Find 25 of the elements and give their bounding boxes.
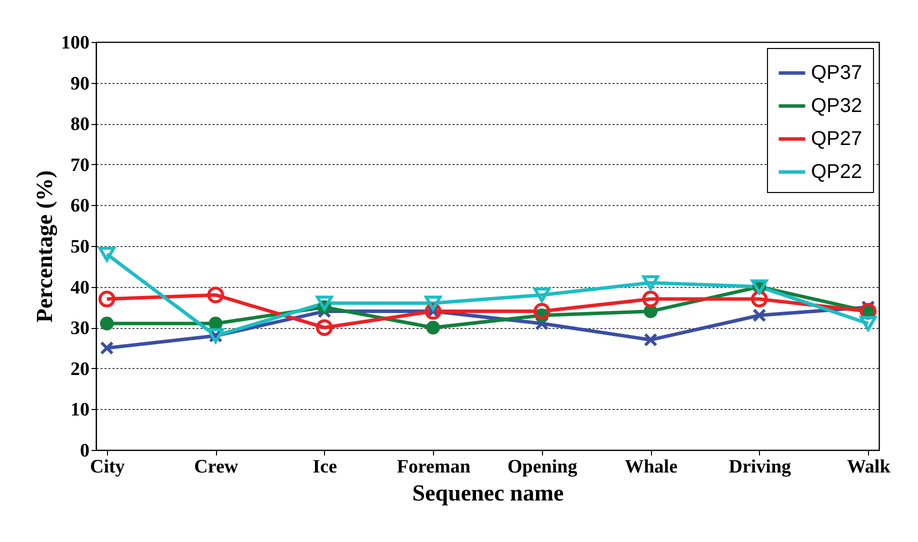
x-tick-label: Whale [624,456,678,478]
legend-label: QP32 [811,95,862,117]
y-tick-label: 20 [70,358,90,380]
y-tick-label: 100 [61,32,90,54]
x-tick-label: Walk [846,456,891,478]
legend-label: QP27 [811,128,862,150]
x-axis-title: Sequenec name [412,480,564,506]
y-axis-title: Percentage (%) [32,170,58,323]
x-tick-label: Ice [312,456,338,478]
y-tick-label: 40 [70,277,90,298]
x-tick-label: Crew [194,456,238,478]
x-tick-label: Foreman [396,456,471,478]
y-tick-label: 60 [70,196,90,217]
y-tick-label: 0 [80,440,90,462]
y-tick-label: 10 [70,400,90,421]
x-tick-label: Opening [508,456,578,478]
y-tick-label: 80 [70,114,90,136]
y-tick-label: 70 [70,154,90,176]
y-tick-label: 30 [70,318,90,340]
y-tick-label: 90 [70,73,90,94]
x-tick-label: City [90,456,126,478]
legend-label: QP22 [811,161,862,183]
y-tick-label: 50 [70,236,90,258]
legend-label: QP37 [811,62,862,84]
x-tick-label: Driving [728,456,792,478]
